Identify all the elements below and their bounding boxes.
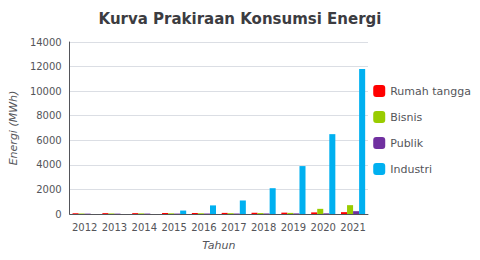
svg-text:0: 0 (55, 209, 61, 220)
svg-text:2017: 2017 (221, 222, 246, 233)
svg-text:4000: 4000 (36, 159, 61, 170)
svg-text:Publik: Publik (390, 137, 424, 150)
svg-text:2014: 2014 (132, 222, 157, 233)
svg-text:2020: 2020 (311, 222, 336, 233)
svg-text:Bisnis: Bisnis (390, 111, 422, 124)
svg-text:10000: 10000 (30, 86, 62, 97)
svg-text:2016: 2016 (191, 222, 216, 233)
svg-text:2013: 2013 (102, 222, 127, 233)
svg-text:6000: 6000 (36, 135, 61, 146)
svg-text:2019: 2019 (281, 222, 306, 233)
svg-text:2015: 2015 (161, 222, 186, 233)
svg-text:Tahun: Tahun (202, 239, 235, 252)
svg-text:2018: 2018 (251, 222, 276, 233)
svg-text:Kurva Prakiraan Konsumsi Energ: Kurva Prakiraan Konsumsi Energi (99, 10, 382, 28)
svg-text:Industri: Industri (390, 163, 432, 176)
svg-text:Energi (MWh): Energi (MWh) (7, 91, 20, 166)
svg-text:Rumah tangga: Rumah tangga (390, 85, 471, 98)
svg-text:12000: 12000 (30, 61, 62, 72)
svg-text:2021: 2021 (340, 222, 365, 233)
svg-text:8000: 8000 (36, 110, 61, 121)
svg-text:2012: 2012 (72, 222, 97, 233)
svg-text:2000: 2000 (36, 184, 61, 195)
svg-text:14000: 14000 (30, 37, 62, 48)
